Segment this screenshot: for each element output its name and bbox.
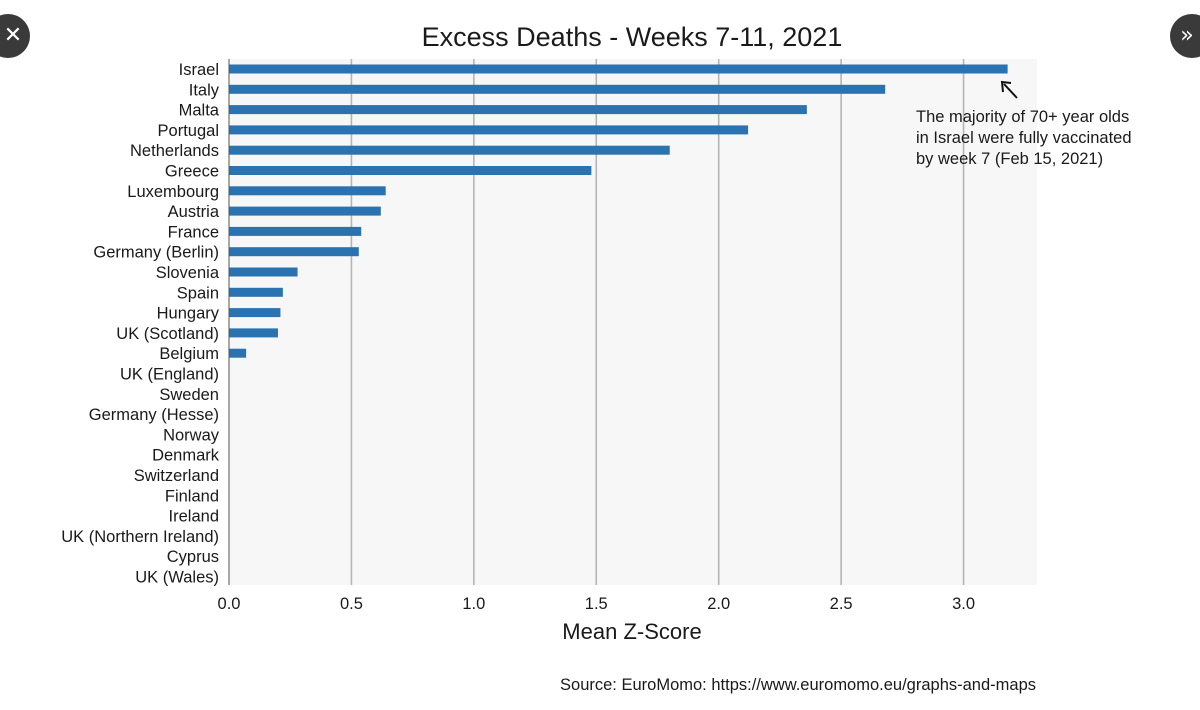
x-tick-label: 2.5 [830, 595, 853, 613]
bar [229, 308, 281, 318]
bar [229, 84, 886, 94]
bar [229, 206, 381, 216]
y-category-label: Finland [165, 487, 219, 505]
bar [229, 287, 283, 297]
y-category-label: Malta [179, 102, 220, 120]
y-category-label: Germany (Berlin) [93, 244, 219, 262]
y-category-label: Portugal [158, 122, 219, 140]
close-button[interactable]: ✕ [0, 14, 30, 58]
x-axis-label: Mean Z-Score [562, 619, 701, 644]
y-category-label: Greece [165, 163, 219, 181]
y-category-label: Ireland [169, 508, 219, 526]
x-tick-label: 2.0 [707, 595, 730, 613]
bar [229, 328, 278, 338]
y-category-label: Italy [189, 81, 220, 99]
chart-title: Excess Deaths - Weeks 7-11, 2021 [422, 22, 843, 52]
x-tick-label: 1.0 [462, 595, 485, 613]
y-category-label: Israel [179, 61, 219, 79]
annotation: The majority of 70+ year olds in Israel … [916, 80, 1132, 168]
x-tick-label: 1.5 [585, 595, 608, 613]
bar [229, 125, 749, 135]
bar [229, 247, 359, 257]
y-category-label: Belgium [159, 345, 219, 363]
bar [229, 166, 592, 175]
y-category-label: France [168, 223, 219, 241]
y-category-label: Spain [177, 284, 219, 302]
bar [229, 145, 670, 155]
x-tick-label: 0.0 [218, 595, 241, 613]
x-tick-label: 0.5 [340, 595, 363, 613]
y-category-label: UK (Wales) [135, 569, 219, 587]
next-button[interactable]: » [1170, 14, 1200, 58]
y-category-label: Sweden [159, 386, 219, 404]
y-category-label: UK (Scotland) [116, 325, 219, 343]
annotation-line-3: by week 7 (Feb 15, 2021) [916, 150, 1103, 168]
bar [229, 348, 247, 358]
y-category-label: Hungary [157, 305, 220, 323]
source-note: Source: EuroMomo: https://www.euromomo.e… [560, 676, 1036, 694]
bar [229, 64, 1008, 74]
annotation-arrowhead-icon [1000, 80, 1012, 93]
y-category-label: Netherlands [130, 142, 219, 160]
x-tick-label: 3.0 [952, 595, 975, 613]
annotation-arrow-icon [1003, 83, 1018, 99]
y-category-label: UK (England) [120, 366, 219, 384]
chevron-double-right-icon: » [1180, 23, 1194, 48]
bar [229, 105, 807, 115]
y-category-label: Cyprus [167, 548, 219, 566]
y-category-label: UK (Northern Ireland) [61, 528, 219, 546]
bar [229, 186, 386, 196]
y-category-label: Norway [163, 426, 220, 444]
y-category-label: Luxembourg [127, 183, 219, 201]
annotation-line-2: in Israel were fully vaccinated [916, 129, 1132, 147]
bar [229, 267, 298, 277]
y-category-label: Denmark [152, 447, 220, 465]
bar [229, 226, 362, 236]
y-category-label: Slovenia [156, 264, 220, 282]
y-category-label: Switzerland [134, 467, 219, 485]
annotation-line-1: The majority of 70+ year olds [916, 108, 1129, 126]
y-category-label: Austria [168, 203, 220, 221]
y-category-label: Germany (Hesse) [89, 406, 219, 424]
close-icon: ✕ [3, 23, 23, 48]
